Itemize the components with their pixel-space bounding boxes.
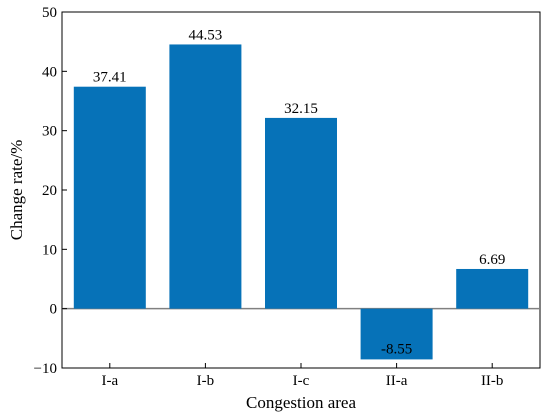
data-label-II-b: 6.69 [479, 252, 505, 268]
bar-II-b [456, 268, 529, 309]
data-label-I-a: 37.41 [93, 70, 127, 86]
x-tick-label: I-b [197, 373, 215, 389]
y-tick-label: 0 [50, 302, 58, 318]
y-tick-label: 10 [42, 242, 57, 258]
y-tick-label: 20 [42, 183, 57, 199]
x-axis: I-a I-b I-c II-a II-b [101, 363, 503, 389]
data-label-I-c: 32.15 [284, 101, 318, 117]
x-tick-label: II-b [481, 373, 504, 389]
bar-II-a [360, 308, 433, 360]
y-tick-label: 50 [42, 5, 57, 21]
x-tick-label: I-c [293, 373, 310, 389]
data-labels: 37.41 44.53 32.15 -8.55 6.69 [93, 27, 505, 357]
y-tick-label: 30 [42, 124, 57, 140]
bar-I-a [73, 86, 146, 309]
bar-I-b [169, 44, 242, 309]
y-tick-label: 40 [42, 64, 57, 80]
plot-area: 37.41 44.53 32.15 -8.55 6.69 [61, 11, 541, 369]
data-label-I-b: 44.53 [189, 27, 223, 43]
y-axis: −10 0 10 20 30 40 50 [34, 5, 67, 377]
data-label-II-a: -8.55 [381, 341, 412, 357]
bars [73, 44, 529, 360]
x-axis-title: Congestion area [246, 393, 356, 412]
y-tick-label: −10 [34, 361, 57, 377]
bar-I-c [265, 117, 337, 309]
x-tick-label: II-a [386, 373, 408, 389]
y-axis-title: Change rate/% [7, 140, 26, 241]
x-tick-label: I-a [101, 373, 118, 389]
